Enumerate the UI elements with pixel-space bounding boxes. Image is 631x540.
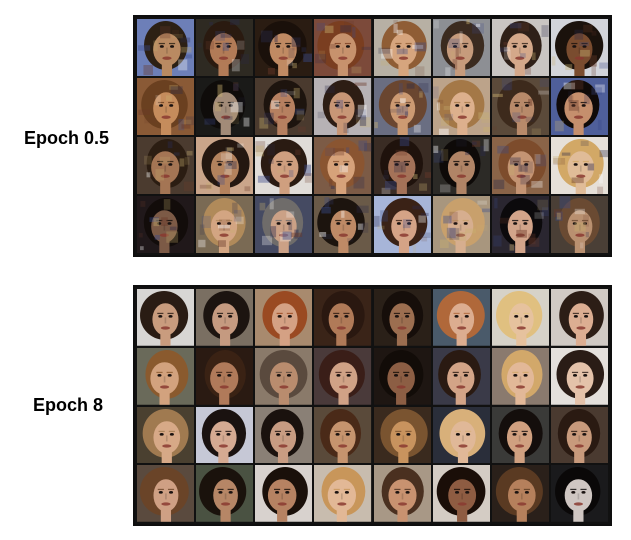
face-tile bbox=[491, 289, 549, 346]
face-tile bbox=[314, 137, 372, 194]
face-tile bbox=[255, 406, 313, 464]
face-tile bbox=[373, 406, 431, 464]
face-tile bbox=[550, 289, 608, 346]
face-tile bbox=[196, 465, 254, 522]
face-tile bbox=[137, 347, 195, 405]
face-tile bbox=[373, 347, 431, 405]
face-tile bbox=[550, 19, 608, 76]
face-tile bbox=[255, 465, 313, 522]
face-tile bbox=[432, 465, 490, 522]
face-tile bbox=[255, 289, 313, 346]
face-tile bbox=[196, 137, 254, 194]
face-tile bbox=[432, 137, 490, 194]
face-tile bbox=[373, 78, 431, 135]
face-tile bbox=[491, 19, 549, 76]
face-tile bbox=[255, 19, 313, 76]
face-tile bbox=[373, 137, 431, 194]
face-tile bbox=[550, 406, 608, 464]
face-tile bbox=[550, 196, 608, 253]
face-tile bbox=[550, 137, 608, 194]
panel-label-epoch-8: Epoch 8 bbox=[33, 395, 104, 415]
face-tile bbox=[314, 289, 372, 346]
face-tile bbox=[432, 289, 490, 346]
face-tile bbox=[432, 196, 490, 253]
face-tile bbox=[137, 78, 195, 135]
face-tile bbox=[255, 137, 313, 194]
face-tile bbox=[432, 347, 490, 405]
face-tile bbox=[491, 196, 549, 253]
face-tile bbox=[373, 289, 431, 346]
face-tile bbox=[432, 406, 490, 464]
face-tile bbox=[491, 78, 549, 135]
face-tile bbox=[491, 347, 549, 405]
face-tile bbox=[314, 19, 372, 76]
face-tile bbox=[373, 196, 431, 253]
face-tile bbox=[137, 289, 195, 346]
face-tile bbox=[314, 406, 372, 464]
face-tile bbox=[137, 137, 195, 194]
face-tile bbox=[314, 196, 372, 253]
face-tile bbox=[550, 465, 608, 522]
face-tile bbox=[314, 347, 372, 405]
face-tile bbox=[373, 19, 431, 76]
face-tile bbox=[373, 465, 431, 522]
face-tile bbox=[137, 465, 195, 522]
generated-faces-grid-epoch-8 bbox=[133, 285, 612, 526]
face-tile bbox=[255, 347, 313, 405]
face-tile bbox=[432, 19, 490, 76]
face-tile bbox=[196, 196, 254, 253]
face-tile bbox=[550, 347, 608, 405]
face-tile bbox=[314, 78, 372, 135]
face-tile bbox=[491, 137, 549, 194]
panel-label-epoch-0-5: Epoch 0.5 bbox=[24, 128, 110, 148]
face-tile bbox=[491, 406, 549, 464]
face-tile bbox=[255, 78, 313, 135]
generated-faces-grid-epoch-0-5 bbox=[133, 15, 612, 257]
face-tile bbox=[137, 196, 195, 253]
face-tile bbox=[196, 19, 254, 76]
face-tile bbox=[314, 465, 372, 522]
face-tile bbox=[137, 406, 195, 464]
face-tile bbox=[196, 78, 254, 135]
face-tile bbox=[196, 289, 254, 346]
face-tile bbox=[255, 196, 313, 253]
face-tile bbox=[196, 406, 254, 464]
face-tile bbox=[491, 465, 549, 522]
face-tile bbox=[550, 78, 608, 135]
face-tile bbox=[137, 19, 195, 76]
face-tile bbox=[432, 78, 490, 135]
face-tile bbox=[196, 347, 254, 405]
